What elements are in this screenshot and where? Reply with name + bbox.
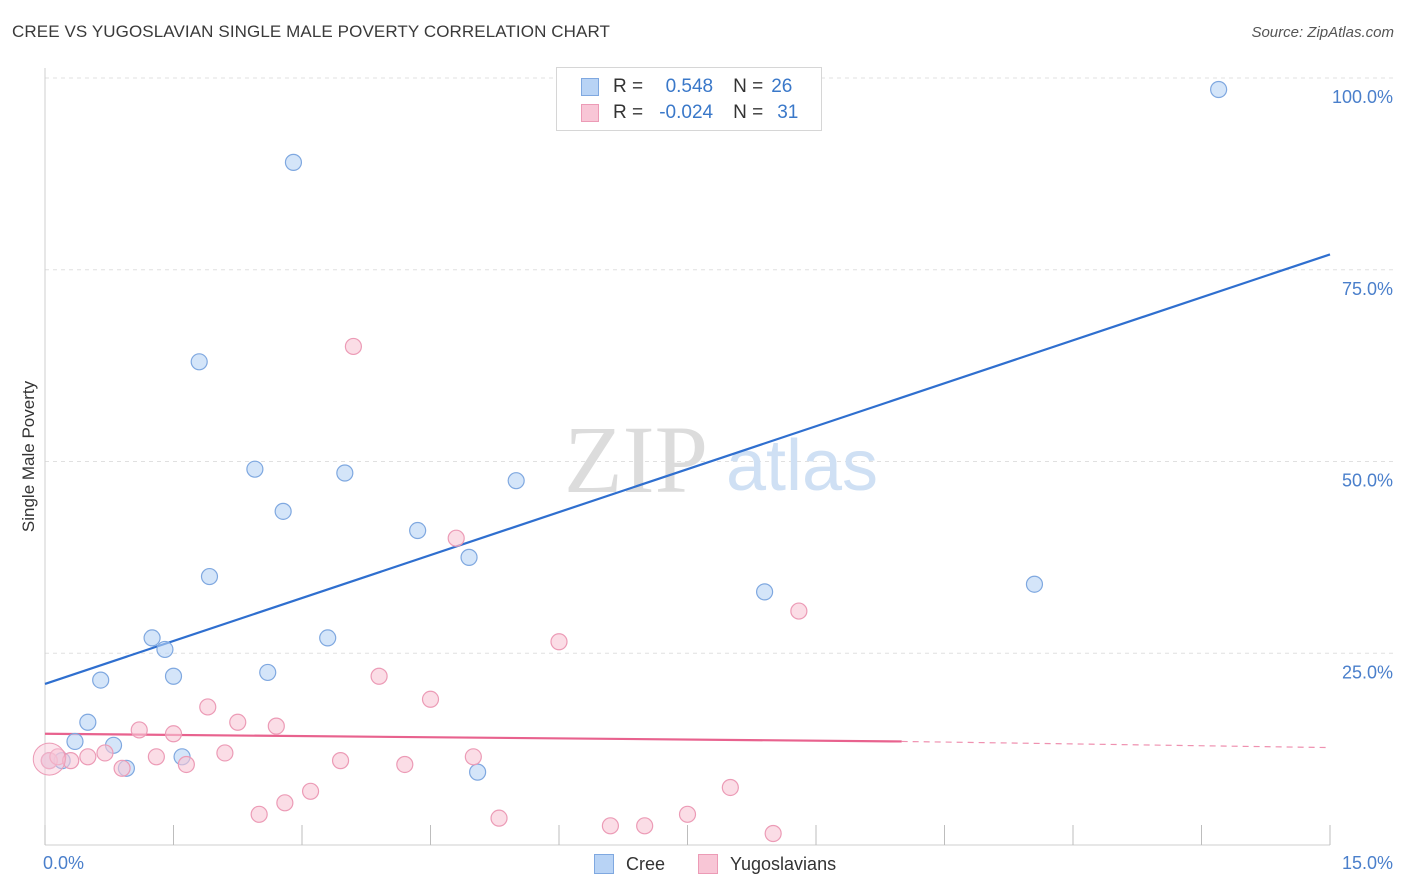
legend-r-value: -0.024	[659, 102, 714, 123]
bottom-legend-swatch-cree	[594, 854, 614, 874]
labels-layer: 25.0% 50.0% 75.0% 100.0% 0.0% 15.0% Single Mal…	[19, 87, 1393, 873]
legend-r-label: R =	[613, 76, 644, 97]
data-point-cree	[164, 667, 183, 685]
bottom-legend-label-yugoslavians: Yugoslavians	[730, 853, 837, 874]
data-point-cree	[507, 472, 525, 490]
data-point-cree	[200, 567, 219, 586]
data-point-yugoslavians	[764, 824, 782, 843]
data-point-yugoslavians	[79, 748, 97, 766]
watermark-atlas: atlas	[726, 426, 878, 506]
data-point-yugoslavians	[601, 817, 620, 835]
watermark: ZIP atlas	[564, 406, 878, 513]
legend-row-cree: R = 0.548 N = 26	[581, 75, 792, 99]
bottom-legend-swatch-yugoslavians	[698, 854, 718, 874]
data-point-cree	[336, 464, 354, 482]
legend-box: R = 0.548 N = 26 R = -0.024 N = 31	[556, 67, 822, 131]
data-point-cluster	[32, 742, 66, 776]
data-point-yugoslavians	[464, 748, 482, 766]
y-tick-label: 50.0%	[1342, 471, 1393, 491]
data-point-yugoslavians	[550, 633, 568, 651]
legend-n-label: N =	[733, 102, 764, 123]
data-point-yugoslavians	[678, 805, 697, 823]
y-tick-label: 100.0%	[1332, 87, 1393, 107]
data-point-yugoslavians	[344, 337, 362, 356]
data-point-cree	[1025, 575, 1044, 593]
data-point-cree	[92, 671, 110, 689]
trend-line-yugoslavians	[44, 732, 902, 743]
legend-row-yugoslavians: R = -0.024 N = 31	[581, 101, 798, 125]
data-point-cree	[66, 732, 84, 751]
data-point-yugoslavians	[301, 782, 320, 800]
points-layer	[32, 80, 1228, 843]
x-tick-label: 0.0%	[43, 853, 84, 873]
data-point-cree	[1210, 80, 1228, 99]
data-point-yugoslavians	[721, 778, 739, 797]
data-point-cree	[143, 629, 161, 647]
data-point-cree	[190, 353, 208, 371]
data-point-yugoslavians	[636, 817, 654, 835]
data-point-cree	[274, 502, 292, 520]
watermark-zip: ZIP	[564, 406, 708, 513]
legend-n-label: N =	[733, 76, 764, 97]
legend-r-label: R =	[613, 102, 644, 123]
trend-layer	[44, 253, 1331, 749]
data-point-yugoslavians	[96, 744, 114, 762]
bottom-legend-cree: Cree	[594, 851, 665, 877]
grid-layer	[45, 77, 1395, 654]
data-point-yugoslavians	[199, 698, 217, 716]
legend-swatch-yugoslavians	[581, 104, 599, 122]
data-point-cree	[469, 763, 487, 781]
data-point-yugoslavians	[490, 809, 508, 827]
data-point-yugoslavians	[177, 755, 195, 774]
axes-layer	[44, 68, 1331, 846]
data-point-yugoslavians	[250, 805, 268, 823]
x-tick-label: 15.0%	[1342, 853, 1393, 873]
data-point-yugoslavians	[164, 725, 183, 743]
data-point-yugoslavians	[113, 759, 131, 777]
data-point-yugoslavians	[396, 755, 414, 774]
data-point-yugoslavians	[370, 667, 388, 685]
legend-n-value: 26	[771, 76, 793, 97]
data-point-yugoslavians	[130, 721, 148, 739]
data-point-cree	[319, 629, 337, 647]
y-axis-title: Single Male Poverty	[19, 380, 38, 532]
data-point-yugoslavians	[147, 748, 165, 766]
y-tick-label: 75.0%	[1342, 279, 1393, 299]
data-point-yugoslavians	[331, 752, 350, 770]
bottom-legend-yugoslavians: Yugoslavians	[698, 851, 836, 877]
bottom-legend-label-cree: Cree	[626, 853, 666, 874]
data-point-yugoslavians	[276, 794, 294, 812]
data-point-yugoslavians	[216, 744, 234, 762]
data-point-cree	[284, 153, 303, 171]
data-point-cree	[259, 663, 277, 682]
trend-line-extension-yugoslavians	[901, 740, 1331, 749]
data-point-cree	[79, 713, 97, 731]
data-point-yugoslavians	[62, 752, 80, 770]
data-point-cree	[460, 548, 478, 566]
data-point-yugoslavians	[790, 602, 808, 620]
chart-title: CREE VS YUGOSLAVIAN SINGLE MALE POVERTY …	[12, 22, 611, 41]
legend-swatch-cree	[581, 78, 599, 96]
source-label: Source: ZipAtlas.com	[1251, 24, 1394, 41]
data-point-yugoslavians	[229, 713, 247, 731]
trend-line-cree	[44, 253, 1331, 685]
legend-n-value: 31	[777, 102, 799, 123]
data-point-yugoslavians	[447, 529, 465, 547]
data-point-yugoslavians	[267, 717, 285, 735]
data-point-cree	[409, 521, 427, 540]
legend-r-value: 0.548	[665, 76, 714, 97]
data-point-cree	[246, 460, 264, 478]
data-point-cree	[755, 583, 774, 601]
y-tick-label: 25.0%	[1342, 662, 1393, 682]
data-point-cree	[156, 640, 174, 659]
data-point-yugoslavians	[421, 690, 440, 708]
